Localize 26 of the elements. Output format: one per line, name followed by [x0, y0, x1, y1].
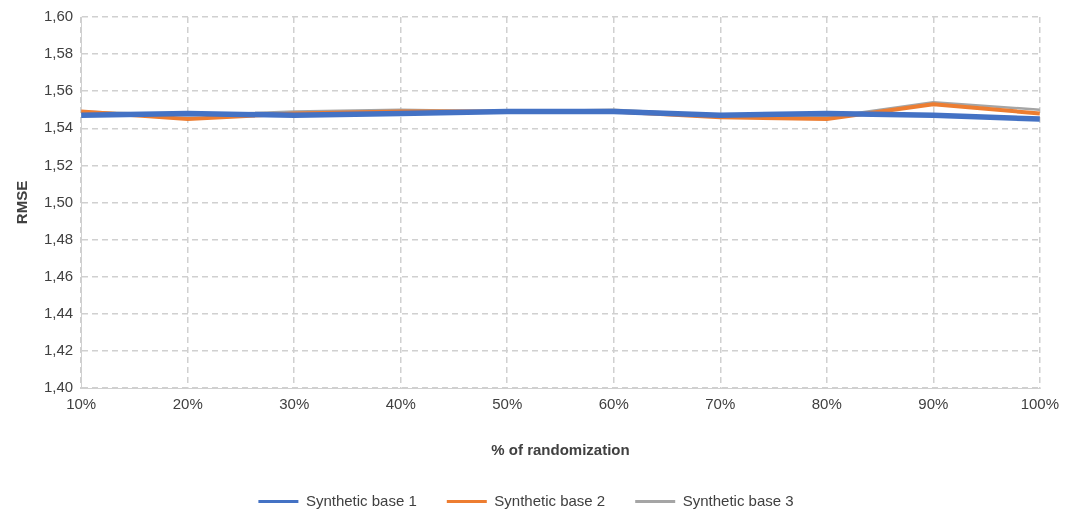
x-axis-title: % of randomization [491, 441, 630, 459]
x-tick-label: 50% [492, 395, 523, 413]
y-tick-label: 1,58 [43, 44, 74, 62]
legend-label: Synthetic base 1 [305, 491, 417, 509]
y-tick-label: 1,46 [43, 266, 74, 284]
x-tick-label: 20% [172, 395, 203, 413]
x-tick-label: 30% [279, 395, 310, 413]
x-tick-label: 100% [1020, 395, 1060, 413]
y-tick-label: 1,50 [43, 192, 74, 210]
legend-label: Synthetic base 2 [494, 491, 606, 509]
x-tick-label: 80% [811, 395, 842, 413]
x-tick-label: 10% [66, 395, 97, 413]
x-tick-label: 70% [705, 395, 736, 413]
y-tick-label: 1,60 [43, 7, 74, 25]
y-tick-label: 1,44 [43, 303, 74, 321]
y-tick-label: 1,54 [43, 118, 74, 136]
legend-label: Synthetic base 3 [682, 491, 794, 509]
y-tick-label: 1,42 [43, 341, 74, 359]
y-tick-label: 1,40 [43, 378, 74, 396]
y-tick-label: 1,52 [43, 155, 74, 173]
y-axis-title: RMSE [13, 180, 31, 225]
y-tick-label: 1,48 [43, 229, 74, 247]
x-tick-label: 40% [385, 395, 416, 413]
y-tick-label: 1,56 [43, 81, 74, 99]
x-tick-label: 90% [918, 395, 949, 413]
x-tick-label: 60% [598, 395, 629, 413]
